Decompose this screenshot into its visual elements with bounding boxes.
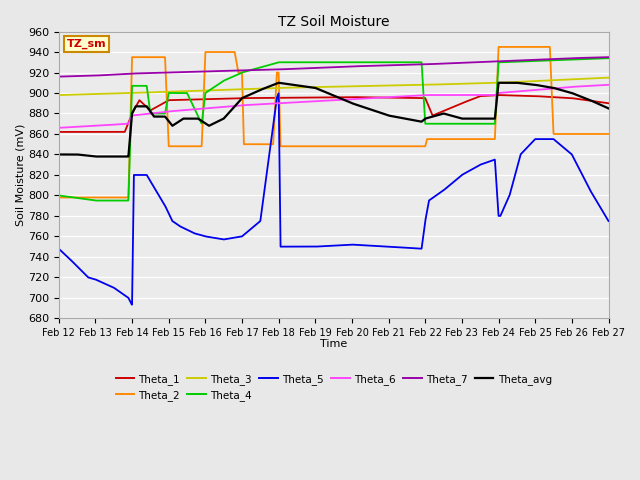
Y-axis label: Soil Moisture (mV): Soil Moisture (mV) [15, 124, 25, 226]
Text: TZ_sm: TZ_sm [67, 39, 107, 49]
Title: TZ Soil Moisture: TZ Soil Moisture [278, 15, 389, 29]
Legend: Theta_1, Theta_2, Theta_3, Theta_4, Theta_5, Theta_6, Theta_7, Theta_avg: Theta_1, Theta_2, Theta_3, Theta_4, Thet… [111, 370, 556, 405]
X-axis label: Time: Time [320, 339, 348, 349]
